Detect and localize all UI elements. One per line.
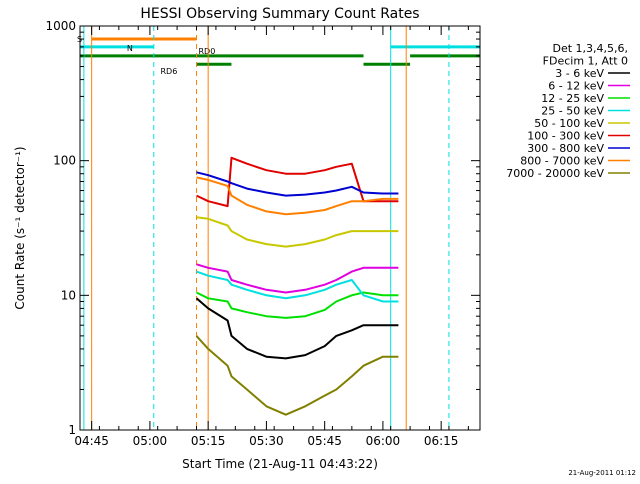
series-line-6 [196, 156, 399, 208]
series-line-4 [196, 270, 399, 303]
x-tick-label: 05:45 [307, 434, 342, 448]
y-tick-label: 1 [68, 423, 76, 437]
x-tick-label: 06:00 [366, 434, 401, 448]
x-tick-label: 05:15 [191, 434, 226, 448]
x-axis: 04:45 05:00 05:15 05:30 05:45 06:00 06:15 [74, 26, 469, 448]
x-axis-label: Start Time (21-Aug-11 04:43:22) [182, 457, 378, 471]
series-line-1 [195, 297, 399, 360]
x-tick-label: 04:45 [74, 434, 109, 448]
x-tick-label: 05:00 [133, 434, 168, 448]
legend-header: FDecim 1, Att 0 [543, 55, 628, 68]
y-axis-label: Count Rate (s⁻¹ detector⁻¹) [13, 146, 27, 309]
legend-label: 6 - 12 keV [548, 80, 604, 93]
chart-title: HESSI Observing Summary Count Rates [140, 6, 419, 22]
x-tick-label: 05:30 [249, 434, 284, 448]
plot-frame [79, 25, 481, 431]
legend-label: 100 - 300 keV [527, 130, 604, 143]
legend-label: 3 - 6 keV [555, 67, 604, 80]
legend-label: 7000 - 20000 keV [506, 167, 604, 180]
series-line-7 [196, 171, 399, 197]
legend-header: Det 1,3,4,5,6, [552, 42, 628, 55]
legend: Det 1,3,4,5,6,FDecim 1, Att 03 - 6 keV6 … [506, 42, 630, 180]
legend-label: 12 - 25 keV [541, 92, 604, 105]
series-lines [195, 156, 399, 416]
vertical-markers [83, 26, 450, 430]
x-tick-label: 06:15 [424, 434, 459, 448]
y-axis: 1 10 100 1000 [45, 19, 480, 437]
legend-label: 50 - 100 keV [534, 117, 604, 130]
legend-label: 300 - 800 keV [527, 142, 604, 155]
series-line-5 [196, 216, 399, 248]
flag-label-n: N [127, 44, 133, 53]
legend-label: 800 - 7000 keV [520, 155, 604, 168]
series-line-2 [196, 263, 399, 294]
series-line-8 [196, 176, 399, 216]
flag-label-rd0: RD0 [199, 47, 216, 56]
y-tick-label: 1000 [45, 19, 76, 33]
series-line-9 [195, 335, 399, 416]
y-tick-label: 100 [53, 154, 76, 168]
y-tick-label: 10 [61, 288, 76, 302]
legend-label: 25 - 50 keV [541, 105, 604, 118]
footer-timestamp: 21-Aug-2011 01:12 [568, 469, 636, 477]
flag-label-rd6: RD6 [161, 67, 178, 76]
